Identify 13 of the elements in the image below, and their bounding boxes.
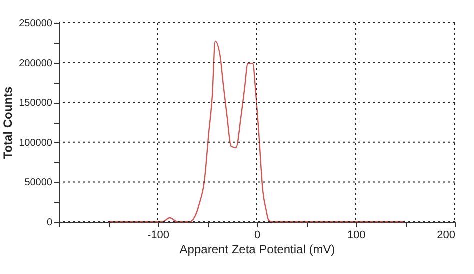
x-tick-label: -100: [147, 230, 170, 242]
x-tick-label: 200: [437, 230, 456, 242]
y-tick-label: 50000: [24, 178, 53, 189]
x-tick-label: 0: [254, 230, 261, 242]
line-series: [108, 40, 406, 223]
y-axis-title: Total Counts: [1, 86, 16, 160]
y-tick-label: 0: [46, 218, 53, 228]
y-tick-label: 200000: [19, 58, 53, 70]
x-axis-title: Apparent Zeta Potential (mV): [180, 242, 336, 256]
x-tick-label: 100: [347, 230, 366, 242]
y-tick-label: 250000: [19, 18, 53, 30]
y-tick-label: 150000: [19, 98, 53, 110]
y-tick-label: 100000: [19, 138, 53, 149]
